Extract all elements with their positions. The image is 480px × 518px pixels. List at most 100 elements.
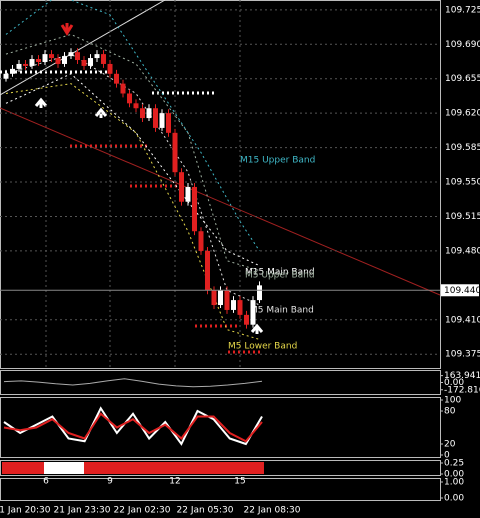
candle-body xyxy=(88,58,93,66)
candle-body xyxy=(211,290,217,306)
candle-body xyxy=(231,300,236,310)
candle-body xyxy=(237,300,243,315)
candle-body xyxy=(16,63,22,69)
y-tick-label: -172.8167 xyxy=(444,385,480,395)
band-line xyxy=(5,53,260,306)
candle-body xyxy=(114,73,119,84)
band-label: M15 Upper Band xyxy=(240,156,315,166)
candle-body xyxy=(244,314,249,325)
x-tick-label: 22 Jan 05:30 xyxy=(177,506,234,516)
candle-body xyxy=(218,290,223,306)
candle-body xyxy=(68,52,74,57)
candle-body xyxy=(23,63,28,66)
y-tick-label: 163.9411 xyxy=(444,371,480,381)
y-tick-label: 80 xyxy=(444,407,456,417)
band-label: M15 Main Band xyxy=(245,268,315,278)
main-frame xyxy=(0,0,441,369)
band-label: M5 Upper Band xyxy=(245,271,315,281)
y-tick-label: 109.480 xyxy=(445,246,480,256)
candle-body xyxy=(10,68,15,74)
candle-body xyxy=(62,56,67,64)
y-tick-label: 0.00 xyxy=(444,494,464,504)
x-tick-label: 21 Jan 23:30 xyxy=(54,506,111,516)
candle-body xyxy=(36,59,41,62)
y-tick-label: 109.550 xyxy=(445,178,480,188)
trend-line xyxy=(0,0,166,96)
y-tick-label: 109.620 xyxy=(445,109,480,119)
candle-body xyxy=(127,93,132,104)
candle-body xyxy=(42,54,48,62)
candle-body xyxy=(81,60,87,66)
candle-body xyxy=(120,83,126,94)
last-price-label: 109.440 xyxy=(444,286,480,296)
x-tick-label: 22 Jan 02:30 xyxy=(114,506,171,516)
strip-block xyxy=(84,462,264,474)
osc-line xyxy=(3,378,263,388)
candle-body xyxy=(55,58,61,64)
stoch-frame xyxy=(0,397,441,458)
candle-body xyxy=(3,73,9,79)
last-price-box xyxy=(441,284,479,297)
y-tick-label: 0.00 xyxy=(444,470,464,480)
candle-body xyxy=(166,113,171,133)
y-tick-label: 109.690 xyxy=(445,40,480,50)
y-tick-label: 109.655 xyxy=(445,74,480,84)
strip-block xyxy=(44,462,84,474)
x-tick-label: 22 Jan 08:30 xyxy=(244,506,301,516)
y-tick-label: 109.410 xyxy=(445,315,480,325)
candle-body xyxy=(179,172,184,202)
band-label: M5 Lower Band xyxy=(228,342,297,352)
y-tick-label: 109.515 xyxy=(445,212,480,222)
buy-arrow xyxy=(34,97,48,108)
candle-body xyxy=(257,285,262,301)
candle-body xyxy=(198,231,204,251)
y-tick-label: 100 xyxy=(444,396,461,406)
trend-line xyxy=(0,107,441,296)
candle-body xyxy=(172,132,178,173)
strip2-frame xyxy=(0,478,441,501)
candle-body xyxy=(29,59,35,66)
candle-body xyxy=(153,108,158,128)
candle-body xyxy=(94,54,100,59)
candle-body xyxy=(250,300,256,325)
band-line xyxy=(5,0,260,252)
session-label: 12 xyxy=(169,477,180,487)
buy-arrow xyxy=(250,323,264,334)
y-tick-label: 0 xyxy=(444,451,450,461)
stoch-line xyxy=(3,406,263,446)
candle-body xyxy=(192,186,197,232)
band-line xyxy=(5,83,260,340)
candle-body xyxy=(224,290,230,310)
strip-frame xyxy=(0,460,441,476)
sell-arrow xyxy=(60,23,74,36)
band-line xyxy=(5,33,260,272)
candle-body xyxy=(101,54,106,64)
band-label: M5 Main Band xyxy=(250,306,314,316)
stoch-line xyxy=(3,412,263,443)
candle-body xyxy=(185,186,191,202)
session-label: 6 xyxy=(43,477,49,487)
candle-body xyxy=(159,113,165,128)
session-label: 9 xyxy=(107,477,113,487)
candle-body xyxy=(75,52,80,61)
buy-arrow xyxy=(94,107,108,118)
candle-body xyxy=(146,108,152,119)
candle-body xyxy=(133,103,139,109)
candle-body xyxy=(107,63,113,74)
y-tick-label: 109.375 xyxy=(445,350,480,360)
y-tick-label: 109.585 xyxy=(445,143,480,153)
strip-block xyxy=(2,462,44,474)
y-tick-label: 1.00 xyxy=(444,478,464,488)
y-tick-label: 20 xyxy=(444,440,456,450)
strip-blocks xyxy=(2,462,264,474)
y-tick-label: 0.00 xyxy=(444,378,464,388)
candle-body xyxy=(140,108,145,119)
y-tick-label: 0.25 xyxy=(444,459,464,469)
candle-body xyxy=(49,54,54,59)
frames xyxy=(0,0,441,501)
candle-body xyxy=(205,250,210,291)
x-tick-label: 21 Jan 20:30 xyxy=(0,506,51,516)
session-label: 15 xyxy=(234,477,245,487)
